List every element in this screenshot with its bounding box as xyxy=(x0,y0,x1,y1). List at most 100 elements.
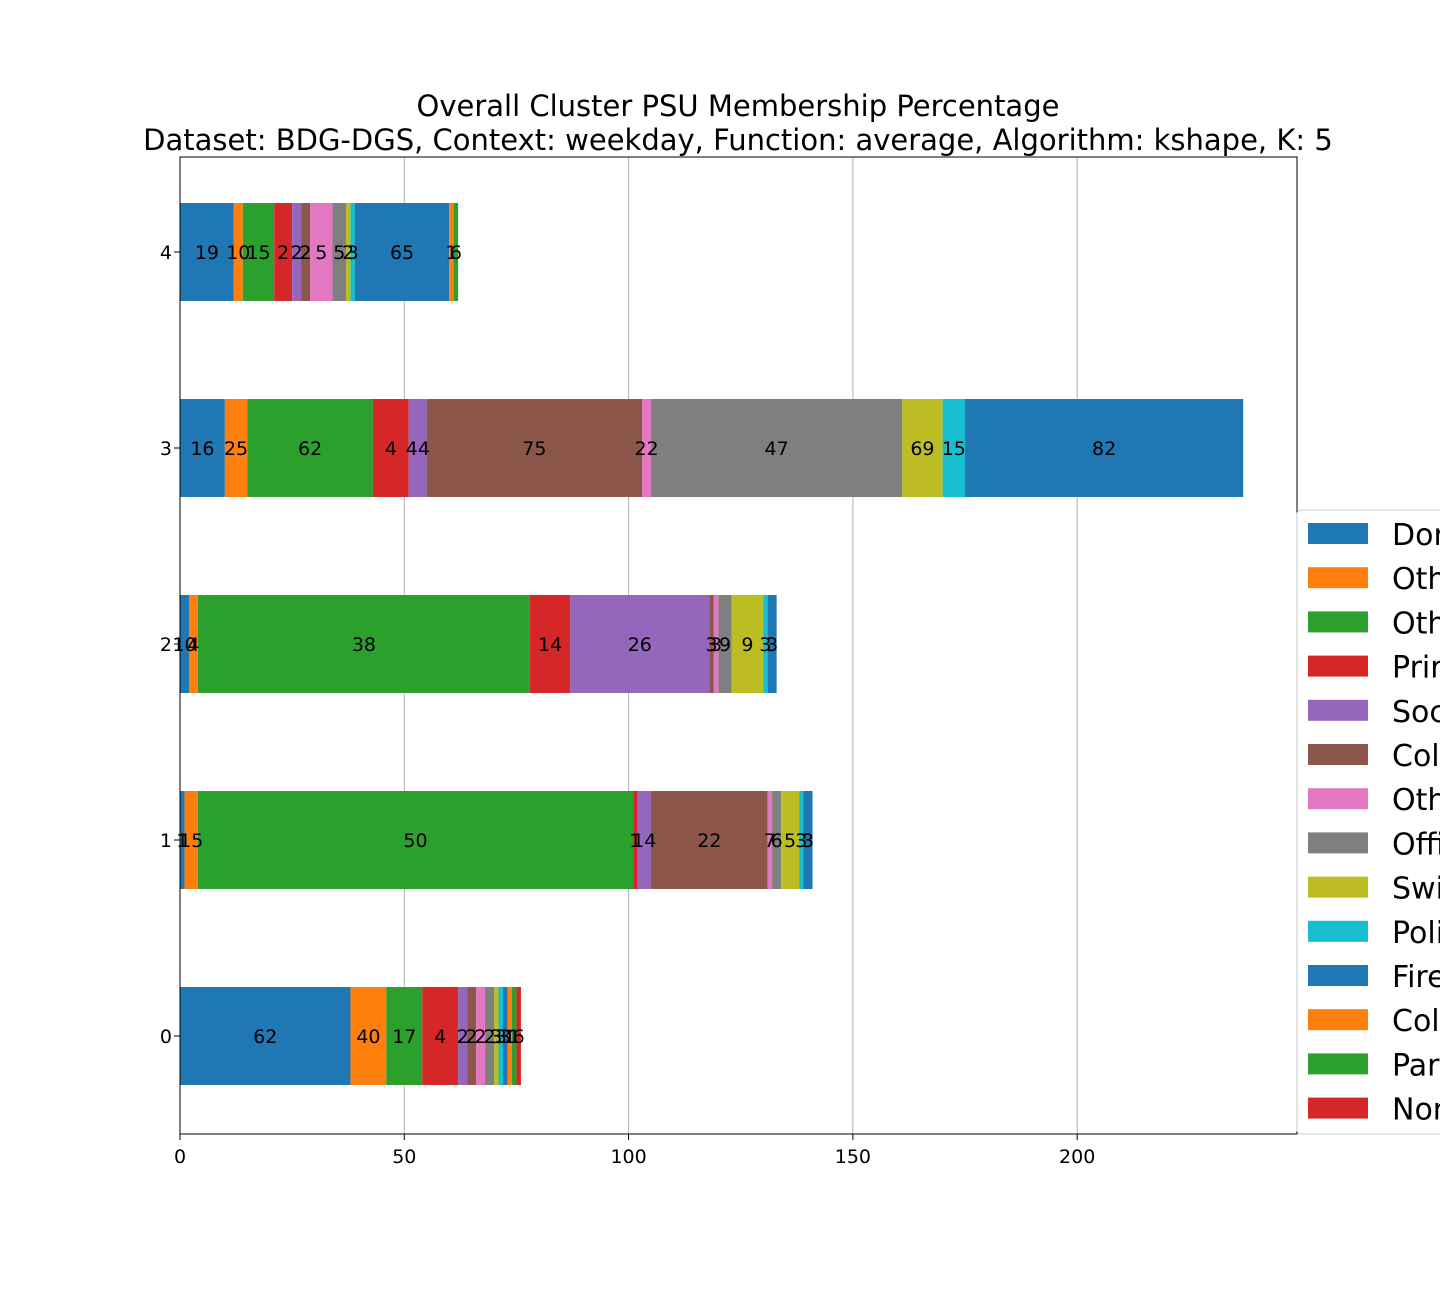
legend-label: Soc xyxy=(1392,695,1440,730)
bars xyxy=(180,203,1244,1085)
bar-segment xyxy=(516,987,521,1085)
bar-segment xyxy=(274,203,293,301)
segment-value-label: 2 xyxy=(475,1026,487,1048)
segment-value-label: 3 xyxy=(710,634,722,656)
legend-swatch xyxy=(1308,655,1368,677)
bar-segment xyxy=(763,595,768,693)
bar-segment xyxy=(965,399,1244,497)
bar-segment xyxy=(386,987,423,1085)
bar-segment xyxy=(718,595,732,693)
bar-segment xyxy=(247,399,373,497)
bar-segment xyxy=(485,987,495,1085)
segment-value-label: 50 xyxy=(403,830,427,852)
x-tick-label: 100 xyxy=(610,1146,646,1168)
segment-value-label: 3 xyxy=(490,1026,502,1048)
segment-value-label: 22 xyxy=(634,438,658,460)
bar-segment xyxy=(332,203,346,301)
segment-value-label: 47 xyxy=(765,438,789,460)
segment-value-label: 4 xyxy=(434,1026,446,1048)
bar-segment xyxy=(233,203,243,301)
segment-value-label: 5 xyxy=(333,242,345,264)
bar-segment xyxy=(476,987,486,1085)
segment-value-label: 3 xyxy=(499,1026,511,1048)
segment-value-label: 6 xyxy=(450,242,462,264)
bar-segment xyxy=(494,987,499,1085)
legend-swatch xyxy=(1308,832,1368,854)
segment-value-label: 1 xyxy=(176,830,188,852)
legend-label: Swi xyxy=(1392,872,1440,907)
legend-swatch xyxy=(1308,699,1368,721)
segment-value-label: 2 xyxy=(277,242,289,264)
bar-segment xyxy=(511,987,517,1085)
bar-segment xyxy=(498,987,503,1085)
bar-segment xyxy=(197,791,634,889)
segment-value-label: 9 xyxy=(719,634,731,656)
bar-segment xyxy=(197,595,530,693)
bar-segment xyxy=(372,399,409,497)
bar-segment xyxy=(408,399,427,497)
bar-segment xyxy=(799,791,804,889)
y-tick-label: 2 xyxy=(160,634,172,656)
segment-value-label: 10 xyxy=(226,242,250,264)
bar-segment xyxy=(242,203,275,301)
segment-value-label: 62 xyxy=(253,1026,277,1048)
bar-segment xyxy=(224,399,248,497)
legend-swatch xyxy=(1308,744,1368,765)
legend-swatch xyxy=(1308,788,1368,810)
legend-swatch xyxy=(1308,1097,1368,1119)
segment-value-label: 62 xyxy=(298,438,322,460)
segment-value-label: 14 xyxy=(632,830,656,852)
y-tick-label: 4 xyxy=(160,242,172,264)
bar-segment xyxy=(713,595,719,693)
segment-value-label: 40 xyxy=(356,1026,380,1048)
x-tick-label: 200 xyxy=(1059,1146,1095,1168)
legend-label: Poli xyxy=(1392,916,1440,951)
segment-value-label: 19 xyxy=(195,242,219,264)
bar-segment xyxy=(803,791,813,889)
bar-segment xyxy=(772,791,782,889)
segment-value-label: 16 xyxy=(190,438,214,460)
segment-value-label: 2 xyxy=(466,1026,478,1048)
bar-segment xyxy=(781,791,800,889)
y-tick-label: 0 xyxy=(160,1026,172,1048)
bar-segment xyxy=(570,595,710,693)
bar-segment xyxy=(354,203,450,301)
legend-swatch xyxy=(1308,523,1368,544)
legend-label: Col xyxy=(1392,1004,1440,1039)
segment-value-label: 2 xyxy=(483,1026,495,1048)
bar-segment xyxy=(180,399,225,497)
segment-value-label: 10 xyxy=(172,634,196,656)
segment-value-label: 1 xyxy=(504,1026,516,1048)
bar-segment xyxy=(902,399,943,497)
segment-value-label: 4 xyxy=(187,634,199,656)
x-tick-label: 50 xyxy=(392,1146,416,1168)
segment-value-label: 3 xyxy=(802,830,814,852)
bar-segment xyxy=(507,987,512,1085)
y-tick-label: 3 xyxy=(160,438,172,460)
bar-segment xyxy=(942,399,966,497)
legend-label: Fire xyxy=(1392,960,1440,995)
segment-value-label: 25 xyxy=(224,438,248,460)
legend-label: Oth xyxy=(1392,606,1440,641)
legend-swatch xyxy=(1308,1009,1368,1031)
bar-segment xyxy=(767,791,773,889)
bar-segment xyxy=(449,203,454,301)
legend-swatch xyxy=(1308,920,1368,942)
segment-value-label: 5 xyxy=(315,242,327,264)
bar-segment xyxy=(651,791,768,889)
bar-segment xyxy=(301,203,311,301)
bar-segment xyxy=(180,595,189,693)
legend-label: Par xyxy=(1392,1048,1440,1083)
legend: Dor Oth Oth Prir Soc Col Oth Offi Swi Poli Fire Col… xyxy=(1296,509,1440,1135)
segment-value-label: 2 xyxy=(291,242,303,264)
legend-label: Prir xyxy=(1392,651,1440,686)
segment-value-label: 75 xyxy=(522,438,546,460)
legend-box xyxy=(1296,509,1440,1135)
segment-value-label: 17 xyxy=(392,1026,416,1048)
bar-segment xyxy=(637,791,652,889)
segment-value-label: 14 xyxy=(538,634,562,656)
bar-segment xyxy=(426,399,643,497)
bar-segment xyxy=(350,203,355,301)
legend-swatch xyxy=(1308,965,1368,986)
